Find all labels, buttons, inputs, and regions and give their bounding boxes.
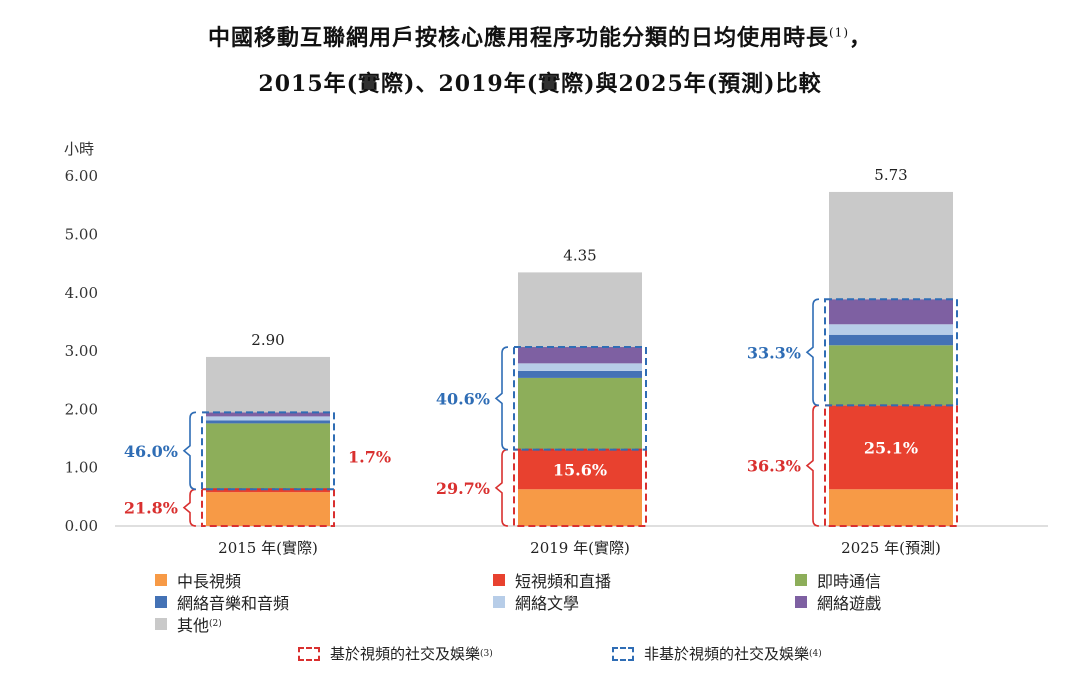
legend-group-item: 非基於視頻的社交及娛樂 (4)	[612, 643, 822, 664]
y-axis-label: 小時	[64, 140, 94, 158]
group-brace-1-1	[494, 346, 509, 451]
bar-segment-1-5	[518, 347, 642, 364]
y-tick-label: 5.00	[65, 226, 98, 244]
bar-segment-2-0	[829, 489, 953, 526]
bar-segment-2-1	[829, 405, 953, 490]
bar-segment-1-4	[518, 363, 642, 371]
y-tick-label: 6.00	[65, 167, 98, 185]
y-tick-label: 4.00	[65, 284, 98, 302]
legend-label: 網絡音樂和音頻	[177, 594, 290, 613]
group-percent-label: 33.3%	[747, 343, 801, 362]
y-tick-label: 1.00	[65, 459, 98, 477]
group-brace-0-0	[182, 488, 197, 527]
bar-total-label: 4.35	[563, 246, 596, 264]
group-outline-0-0	[201, 488, 335, 527]
legend-item: 網絡遊戲	[795, 590, 881, 614]
bar-segment-0-3	[206, 420, 330, 424]
bar-segment-0-6	[206, 356, 330, 413]
group-brace-1-2	[805, 298, 820, 407]
legend-label: 網絡遊戲	[817, 594, 882, 613]
bar-segment-0-4	[206, 416, 330, 421]
bar-segment-1-1	[518, 449, 642, 490]
legend-item: 短視頻和直播	[493, 568, 611, 592]
x-tick-label: 2019 年(實際)	[530, 539, 630, 557]
legend-group-item: 基於視頻的社交及娛樂 (3)	[298, 643, 493, 664]
legend-swatch	[155, 596, 167, 608]
legend-label: 其他	[177, 616, 210, 635]
bar-segment-0-5	[206, 412, 330, 417]
legend-label: 基於視頻的社交及娛樂	[330, 645, 481, 663]
group-percent-label: 46.0%	[124, 442, 178, 461]
legend-label: 非基於視頻的社交及娛樂	[644, 645, 810, 663]
x-tick-label: 2025 年(預測)	[841, 539, 941, 557]
group-percent-label: 36.3%	[747, 457, 801, 476]
group-outline-1-1	[513, 346, 647, 451]
bar-data-label: 25.1%	[864, 438, 918, 457]
y-tick-label: 0.00	[65, 517, 98, 535]
legend-swatch	[795, 596, 807, 608]
legend-dashed-swatch	[298, 646, 320, 661]
legend-label: 中長視頻	[177, 572, 242, 591]
y-tick-label: 2.00	[65, 400, 98, 418]
legend-swatch	[155, 574, 167, 586]
legend-label: 短視頻和直播	[515, 572, 612, 591]
group-brace-1-0	[182, 411, 197, 491]
bar-segment-2-6	[829, 191, 953, 300]
bar-total-label: 2.90	[251, 331, 284, 349]
bar-segment-0-2	[206, 423, 330, 490]
bar-segment-1-3	[518, 370, 642, 378]
legend-swatch	[795, 574, 807, 586]
x-tick-label: 2015 年(實際)	[218, 539, 318, 557]
bar-segment-1-6	[518, 272, 642, 348]
bar-segment-0-1	[206, 489, 330, 493]
group-percent-label: 29.7%	[436, 479, 490, 498]
bar-data-label: 15.6%	[553, 460, 607, 479]
group-brace-0-2	[805, 404, 820, 527]
bar-segment-2-2	[829, 345, 953, 406]
stacked-bar-chart: 小時 0.00 1.00 2.00 3.00 4.00 5.00 6.00 2.90 2015 年…	[64, 140, 1048, 557]
legend-item: 其他 (2)	[155, 612, 222, 636]
legend-dashed-swatch	[612, 646, 634, 661]
bar-total-label: 5.73	[874, 166, 907, 184]
group-outline-1-2	[824, 298, 958, 407]
legend-label: 網絡文學	[515, 594, 580, 613]
bar-segment-1-0	[518, 489, 642, 526]
bar-segment-2-5	[829, 299, 953, 325]
y-tick-label: 3.00	[65, 342, 98, 360]
group-percent-label: 40.6%	[436, 389, 490, 408]
bar-segment-1-2	[518, 377, 642, 450]
group-outline-0-2	[824, 404, 958, 527]
chart-title-line1: 中國移動互聯網用戶按核心應用程序功能分類的日均使用時長(1)，	[207, 25, 873, 51]
legend-item: 中長視頻	[155, 568, 241, 592]
bar-segment-2-3	[829, 334, 953, 346]
legend-item: 網絡音樂和音頻	[155, 590, 289, 614]
legend-swatch	[155, 618, 167, 630]
bar-segment-0-0	[206, 492, 330, 526]
group-brace-0-1	[494, 448, 509, 527]
legend-swatch	[493, 596, 505, 608]
legend-swatch	[493, 574, 505, 586]
legend-item: 即時通信	[795, 568, 881, 592]
legend-footnote-ref: (3)	[480, 648, 493, 659]
group-outline-1-0	[201, 411, 335, 491]
legend-label: 即時通信	[817, 572, 882, 591]
chart-title-line2: 2015年(實際)、2019年(實際)與2025年(預測)比較	[258, 71, 822, 97]
bar-segment-2-4	[829, 324, 953, 335]
legend-footnote-ref: (4)	[809, 648, 822, 659]
bar-data-label: 1.7%	[348, 448, 391, 467]
legend-item: 網絡文學	[493, 590, 579, 614]
group-percent-label: 21.8%	[124, 499, 178, 518]
legend-footnote-ref: (2)	[209, 619, 222, 629]
